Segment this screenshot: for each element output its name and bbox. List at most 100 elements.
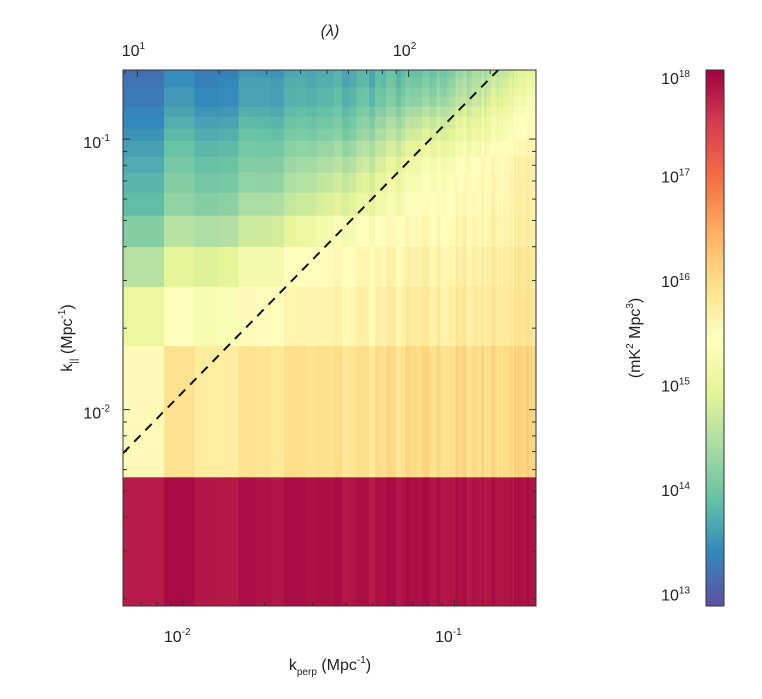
heatmap-cell [255,286,272,347]
heatmap-cell [490,192,494,216]
heatmap-cell [515,345,519,478]
heatmap-cell [164,140,195,157]
heatmap-cell [479,96,483,107]
heatmap-cell [512,172,515,193]
heatmap-cell [498,345,502,478]
heatmap-cell [469,86,473,97]
heatmap-cell [476,76,480,88]
heatmap-cell [443,106,448,117]
heatmap-cell [422,116,427,129]
heatmap-cell [295,172,308,193]
heatmap-cell [500,215,504,247]
heatmap-cell [481,246,485,287]
heatmap-cell [375,215,382,247]
heatmap-cell [508,140,512,157]
heatmap-cell [522,215,525,247]
heatmap-cell [510,76,513,88]
heatmap-cell [270,127,285,141]
heatmap-cell [295,156,308,173]
heatmap-cell [218,476,240,606]
heatmap-cell [334,156,343,173]
heatmap-cell [316,116,327,129]
heatmap-cell [400,215,407,247]
heatmap-cell [433,106,438,117]
heatmap-cell [471,172,475,193]
heatmap-cell [490,70,494,78]
heatmap-cell [520,246,524,287]
heatmap-cell [479,172,483,193]
heatmap-cell [498,70,502,78]
heatmap-cell [510,172,513,193]
heatmap-cell [479,215,483,247]
heatmap-cell [529,476,532,606]
heatmap-cell [425,127,431,141]
heatmap-cell [517,192,520,216]
heatmap-cell [362,345,370,478]
heatmap-cell [270,70,285,78]
heatmap-cell [375,106,382,117]
heatmap-cell [400,192,407,216]
heatmap-cell [461,106,465,117]
heatmap-cell [530,286,533,347]
heatmap-cell [349,172,357,193]
heatmap-cell [325,140,335,157]
heatmap-cell [396,86,402,97]
heatmap-cell [530,172,533,193]
top-tick-label: 101 [122,41,146,60]
heatmap-cell [510,140,513,157]
heatmap-cell [218,286,240,347]
heatmap-cell [514,286,517,347]
heatmap-cell [508,106,512,117]
heatmap-cell [369,140,376,157]
heatmap-cell [474,172,478,193]
heatmap-cell [520,286,524,347]
heatmap-cell [483,286,487,347]
heatmap-cell [316,106,327,117]
heatmap-cell [356,345,364,478]
heatmap-cell [270,106,285,117]
heatmap-cell [446,246,451,287]
heatmap-cell [405,76,411,88]
heatmap-cell [504,215,508,247]
heatmap-cell [471,246,475,287]
heatmap-cell [515,156,519,173]
heatmap-cell [356,96,364,107]
heatmap-cell [409,246,415,287]
heatmap-cell [405,172,411,193]
heatmap-cell [452,116,457,129]
heatmap-cell [380,476,387,606]
heatmap-cell [455,127,460,141]
heatmap-cell [425,476,431,606]
heatmap-cell [356,215,364,247]
heatmap-cell [471,476,475,606]
heatmap-cell [455,192,460,216]
heatmap-cell [386,156,392,173]
heatmap-cell [488,156,492,173]
heatmap-cell [405,127,411,141]
heatmap-cell [391,106,397,117]
heatmap-cell [218,172,240,193]
heatmap-cell [510,127,513,141]
heatmap-cell [483,86,487,97]
heatmap-cell [524,345,527,478]
heatmap-cell [502,476,506,606]
heatmap-cell [433,172,438,193]
heatmap-cell [498,192,502,216]
heatmap-cell [525,140,529,157]
heatmap-cell [532,286,535,347]
heatmap-cell [429,96,434,107]
heatmap-cell [522,345,525,478]
heatmap-cell [476,172,480,193]
heatmap-cell [510,286,513,347]
heatmap-cell [455,106,460,117]
heatmap-cell [498,140,502,157]
heatmap-cell [527,172,530,193]
heatmap-cell [362,156,370,173]
heatmap-cell [479,106,483,117]
heatmap-cell [386,286,392,347]
heatmap-cell [306,96,318,107]
heatmap-cell [486,70,489,78]
heatmap-cell [123,140,165,157]
heatmap-cell [490,116,494,129]
heatmap-cell [514,127,517,141]
